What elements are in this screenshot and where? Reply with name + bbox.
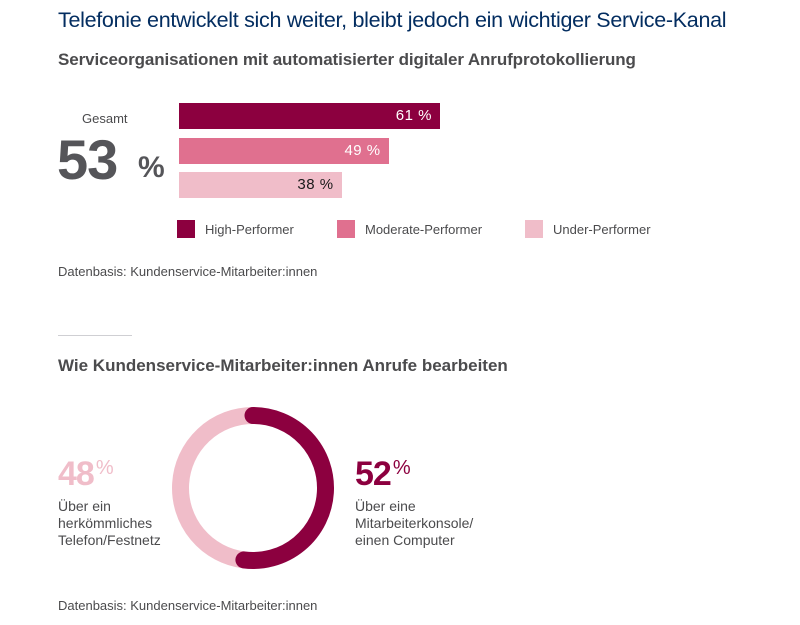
overall-value: 53	[57, 128, 118, 191]
legend-item-moderate: Moderate-Performer	[337, 220, 482, 238]
slice-value: 48%	[58, 455, 161, 494]
slice-description-line: Mitarbeiterkonsole/	[355, 515, 474, 531]
slice-value-number: 48	[58, 455, 95, 493]
slice-value: 52%	[355, 455, 473, 494]
page-title: Telefonie entwickelt sich weiter, bleibt…	[58, 8, 727, 32]
slice-value-number: 52	[355, 455, 392, 493]
slice-description: Über eine Mitarbeiterkonsole/ einen Comp…	[355, 498, 473, 549]
bar-data-label: 61 %	[395, 107, 432, 124]
donut-chart-title: Wie Kundenservice-Mitarbeiter:innen Anru…	[58, 356, 508, 375]
donut-label-telefon: 48% Über ein herkömmliches Telefon/Festn…	[58, 455, 161, 549]
donut-slice-telefon	[172, 407, 254, 569]
legend-label: High-Performer	[205, 221, 294, 237]
slice-description-line: Über eine	[355, 498, 416, 514]
bar-high-performer: 61 %	[179, 103, 440, 129]
bar-moderate-performer: 49 %	[179, 138, 389, 164]
slice-description: Über ein herkömmliches Telefon/Festnetz	[58, 498, 161, 549]
overall-unit: %	[138, 151, 165, 184]
donut-chart	[172, 407, 334, 569]
donut-slice-computer	[235, 407, 334, 569]
section-divider	[58, 335, 132, 336]
legend-label: Under-Performer	[553, 221, 651, 237]
bar-data-label: 38 %	[297, 176, 334, 193]
slice-description-line: Über ein	[58, 498, 111, 514]
legend-swatch	[337, 220, 355, 238]
legend-label: Moderate-Performer	[365, 221, 483, 237]
slice-value-unit: %	[392, 457, 411, 479]
bar-chart-title: Serviceorganisationen mit automatisierte…	[58, 50, 636, 69]
bar-data-label: 49 %	[344, 142, 381, 159]
slice-description-line: Telefon/Festnetz	[58, 532, 161, 548]
data-source-note: Datenbasis: Kundenservice-Mitarbeiter:in…	[58, 598, 318, 613]
slice-description-line: einen Computer	[355, 532, 455, 548]
data-source-note: Datenbasis: Kundenservice-Mitarbeiter:in…	[58, 264, 318, 279]
slice-description-line: herkömmliches	[58, 515, 153, 531]
legend-swatch	[177, 220, 195, 238]
bar-under-performer: 38 %	[179, 172, 342, 198]
donut-label-computer: 52% Über eine Mitarbeiterkonsole/ einen …	[355, 455, 473, 549]
overall-label: Gesamt	[82, 111, 128, 126]
slice-value-unit: %	[95, 457, 114, 479]
legend-item-high: High-Performer	[177, 220, 294, 238]
legend-swatch	[525, 220, 543, 238]
legend-item-under: Under-Performer	[525, 220, 651, 238]
